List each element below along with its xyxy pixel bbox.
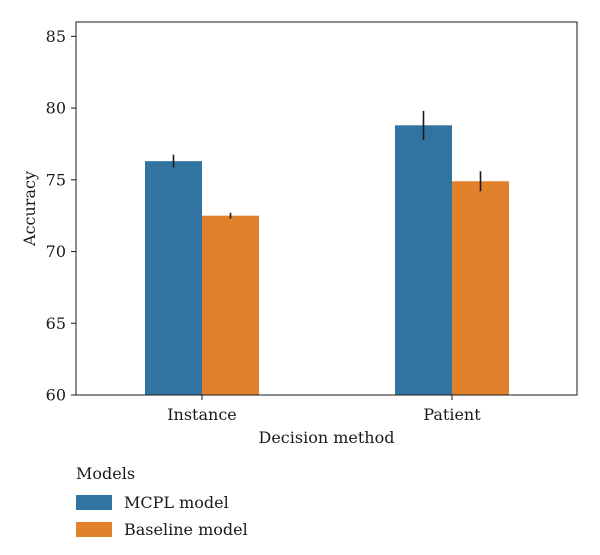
x-tick-label: Instance	[167, 405, 237, 424]
legend-swatch-mcpl-model	[76, 495, 112, 510]
x-axis-ticks: Instance Patient	[167, 395, 481, 424]
x-tick-label: Patient	[423, 405, 481, 424]
y-tick-label: 65	[46, 314, 66, 333]
y-tick-label: 85	[46, 27, 66, 46]
legend-title: Models	[76, 464, 136, 483]
x-axis-title: Decision method	[259, 428, 395, 447]
y-tick-label: 80	[46, 99, 66, 118]
y-tick-label: 60	[46, 386, 66, 405]
plot-frame	[75, 21, 578, 396]
bar-baseline-model-patient	[452, 181, 509, 395]
legend-label-baseline-model: Baseline model	[124, 520, 248, 539]
error-bars-layer	[172, 110, 482, 219]
bar-mcpl-model-instance	[145, 161, 202, 395]
legend: Models MCPL model Baseline model	[76, 464, 248, 543]
legend-label-mcpl-model: MCPL model	[124, 493, 229, 512]
y-tick-label: 70	[46, 242, 66, 261]
bars-layer	[145, 125, 509, 396]
y-axis-ticks: 60 65 70 75 80 85	[46, 27, 76, 405]
y-tick-label: 75	[46, 170, 66, 189]
bar-mcpl-model-patient	[395, 125, 452, 396]
bar-baseline-model-instance	[202, 215, 259, 395]
legend-item-mcpl-model: MCPL model	[76, 489, 248, 516]
y-axis-title: Accuracy	[20, 171, 39, 247]
legend-item-baseline-model: Baseline model	[76, 516, 248, 543]
legend-swatch-baseline-model	[76, 522, 112, 537]
